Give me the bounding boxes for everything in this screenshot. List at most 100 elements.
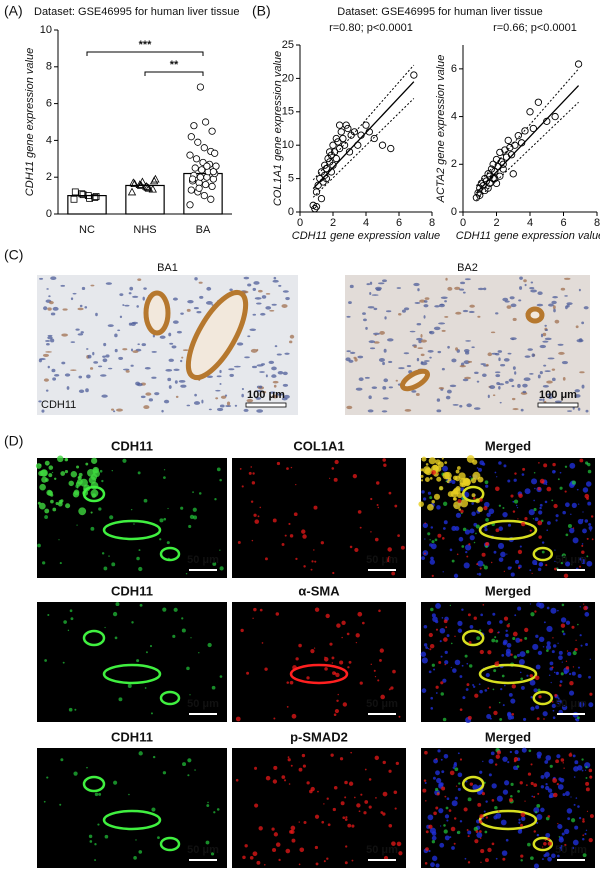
signal [451, 479, 456, 485]
signal [484, 858, 489, 863]
signal [288, 783, 291, 785]
signal [90, 489, 99, 498]
signal [442, 471, 450, 480]
nucleus [364, 376, 370, 379]
y-tick-label: 10 [40, 24, 52, 36]
signal [571, 671, 576, 676]
nucleus [530, 281, 534, 284]
nucleus [429, 356, 432, 359]
signal [510, 653, 513, 656]
signal [582, 603, 585, 605]
point [186, 201, 194, 209]
signal [90, 457, 98, 464]
signal [533, 499, 535, 502]
nucleus [118, 356, 124, 360]
signal [545, 785, 550, 791]
nucleus [529, 373, 534, 375]
signal [306, 676, 310, 680]
nucleus [419, 299, 426, 303]
point [484, 170, 492, 178]
signal [529, 529, 532, 532]
signal [435, 603, 441, 609]
signal [185, 572, 188, 575]
signal [355, 633, 360, 638]
nucleus [544, 337, 552, 341]
signal [577, 503, 580, 505]
nucleus [281, 304, 288, 308]
signal [557, 478, 560, 481]
signal [484, 528, 488, 532]
nucleus [517, 383, 521, 388]
signal [442, 678, 447, 683]
nucleus [268, 360, 275, 365]
point [312, 203, 321, 211]
signal [88, 834, 93, 839]
nucleus [163, 399, 170, 404]
signal [283, 779, 287, 782]
signal [455, 512, 462, 518]
signal [249, 855, 254, 860]
nucleus [447, 345, 450, 349]
signal [443, 824, 446, 827]
signal [435, 806, 439, 810]
signal [433, 668, 436, 671]
signal [388, 491, 392, 495]
signal [190, 637, 192, 639]
signal [172, 634, 176, 638]
point [209, 168, 217, 176]
signal [584, 493, 590, 499]
signal [314, 560, 317, 563]
nucleus [130, 348, 134, 352]
signal [570, 796, 572, 798]
signal [551, 666, 554, 669]
signal [290, 466, 293, 469]
signal [314, 607, 320, 612]
signal [427, 814, 434, 821]
signal [533, 830, 537, 833]
signal [99, 469, 103, 473]
point [186, 151, 194, 159]
point [326, 148, 334, 156]
signal [473, 541, 476, 544]
signal [474, 839, 479, 844]
signal [250, 466, 253, 468]
nucleus [265, 306, 272, 310]
nucleus [148, 398, 153, 402]
signal [254, 519, 260, 524]
signal [162, 607, 167, 612]
nucleus [249, 328, 257, 332]
signal [78, 472, 83, 477]
nucleus [373, 307, 378, 311]
signal [440, 825, 442, 827]
signal [564, 490, 567, 493]
nucleus [522, 383, 528, 388]
signal [537, 520, 543, 526]
signal [562, 632, 566, 636]
point [78, 190, 86, 198]
nucleus [45, 351, 52, 353]
signal [553, 792, 558, 798]
signal [520, 685, 525, 690]
signal [581, 550, 585, 554]
point [476, 191, 484, 199]
signal [60, 471, 66, 476]
signal [535, 705, 540, 710]
signal [89, 840, 93, 843]
signal [73, 771, 78, 776]
signal [143, 498, 148, 503]
nucleus [289, 340, 293, 344]
nucleus [136, 382, 143, 387]
scale-bar [537, 402, 579, 408]
signal [354, 547, 359, 553]
signal [348, 660, 352, 664]
signal [484, 689, 488, 692]
nucleus [459, 404, 463, 408]
nucleus [498, 357, 501, 362]
signal [442, 465, 449, 472]
nucleus [522, 390, 527, 394]
nucleus [102, 358, 108, 363]
point [143, 182, 152, 191]
signal [582, 818, 585, 821]
nucleus [186, 308, 191, 312]
signal [251, 539, 254, 542]
